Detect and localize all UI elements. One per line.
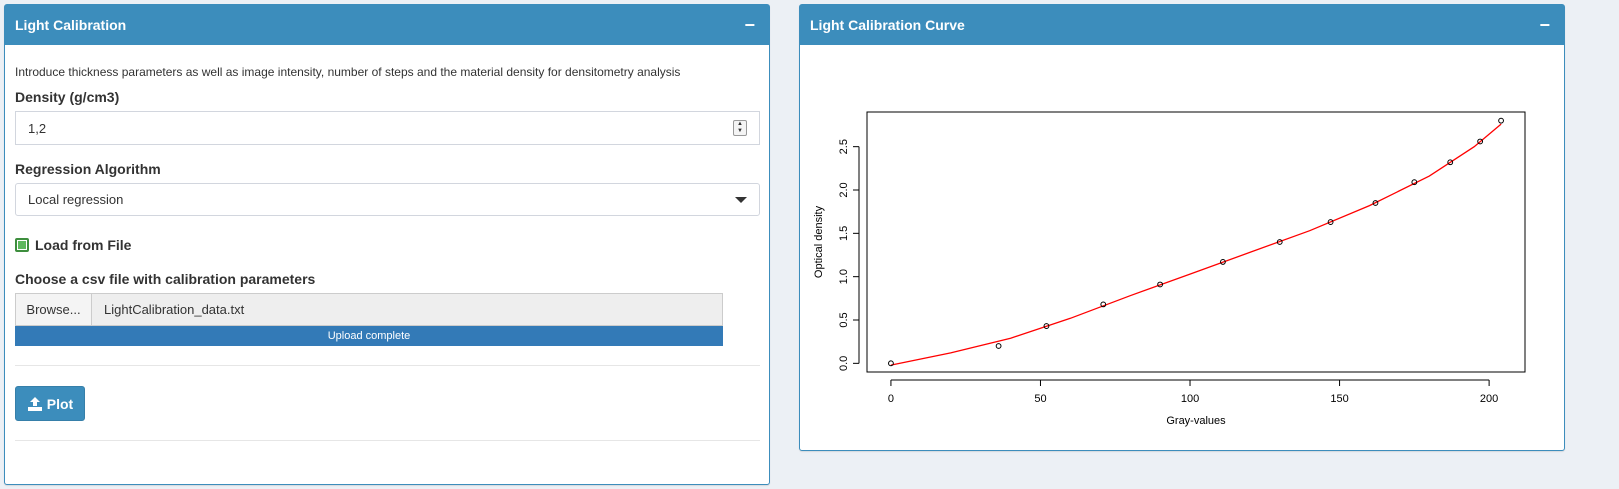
regression-label: Regression Algorithm: [15, 161, 161, 177]
collapse-icon[interactable]: −: [744, 15, 755, 35]
data-point: [1100, 301, 1107, 308]
plot-button[interactable]: Plot: [15, 386, 85, 421]
x-tick-label: 0: [888, 393, 894, 405]
file-input-label: Choose a csv file with calibration param…: [15, 271, 316, 287]
regression-value: Local regression: [28, 192, 124, 207]
light-calibration-curve-panel: Light Calibration Curve − 0 50 100 150 200 0.…: [799, 4, 1565, 451]
file-name-field: LightCalibration_data.txt: [92, 293, 723, 326]
divider: [15, 365, 760, 366]
data-point: [1372, 200, 1379, 206]
y-tick-label: 1.0: [838, 269, 850, 284]
y-tick-label: 0.0: [838, 356, 850, 371]
plot-button-label: Plot: [46, 395, 74, 412]
panel-header: Light Calibration Curve −: [800, 5, 1564, 45]
chevron-down-icon: [735, 196, 747, 203]
data-point: [995, 343, 1002, 349]
panel-title: Light Calibration Curve: [810, 17, 965, 33]
load-from-file-checkbox-row[interactable]: Load from File: [15, 237, 131, 253]
intro-text: Introduce thickness parameters as well a…: [15, 65, 681, 79]
plot-frame: [866, 111, 1526, 373]
regression-curve: [890, 123, 1502, 366]
y-tick-label: 2.0: [838, 182, 850, 197]
density-label: Density (g/cm3): [15, 89, 120, 105]
data-point: [888, 360, 894, 367]
browse-button[interactable]: Browse...: [15, 293, 92, 326]
panel-header: Light Calibration −: [5, 5, 769, 45]
data-point: [1411, 179, 1418, 186]
panel-title: Light Calibration: [15, 17, 127, 33]
file-input[interactable]: Browse... LightCalibration_data.txt: [15, 293, 723, 326]
collapse-icon[interactable]: −: [1539, 15, 1550, 35]
x-tick-label: 200: [1480, 393, 1498, 405]
load-from-file-label: Load from File: [35, 237, 132, 253]
x-tick-label: 150: [1330, 393, 1348, 405]
y-axis-label: Optical density: [813, 205, 825, 278]
chart-container: 0 50 100 150 200 0.0 0.5 1.0 1.5 2.0 2.5 Gray-value…: [800, 45, 1564, 450]
number-spinner-icon[interactable]: ▲ ▼: [733, 120, 747, 136]
y-tick-label: 2.5: [838, 139, 850, 154]
data-point: [1043, 323, 1050, 329]
upload-icon: [27, 396, 42, 411]
data-point: [1276, 239, 1283, 245]
upload-progress-bar: Upload complete: [15, 326, 723, 346]
density-input[interactable]: 1,2 ▲ ▼: [15, 111, 760, 145]
x-tick-label: 100: [1181, 393, 1199, 405]
calibration-chart: 0 50 100 150 200 0.0 0.5 1.0 1.5 2.0 2.5 Gray-value…: [813, 111, 1526, 427]
y-tick-label: 0.5: [838, 312, 850, 327]
light-calibration-panel: Light Calibration − Introduce thickness …: [4, 4, 770, 485]
data-point: [1447, 159, 1454, 166]
data-point: [1157, 281, 1164, 288]
y-tick-label: 1.5: [838, 226, 850, 241]
regression-select[interactable]: Local regression: [15, 183, 760, 216]
data-point: [1220, 259, 1226, 265]
panel-body: Introduce thickness parameters as well a…: [5, 45, 769, 484]
load-from-file-checkbox[interactable]: [15, 238, 29, 252]
divider: [15, 440, 760, 441]
data-point: [1498, 117, 1504, 124]
density-value: 1,2: [28, 120, 47, 136]
x-tick-label: 50: [1034, 393, 1046, 405]
x-axis-label: Gray-values: [1166, 415, 1226, 427]
data-point: [1477, 138, 1484, 145]
data-point: [1327, 219, 1334, 225]
